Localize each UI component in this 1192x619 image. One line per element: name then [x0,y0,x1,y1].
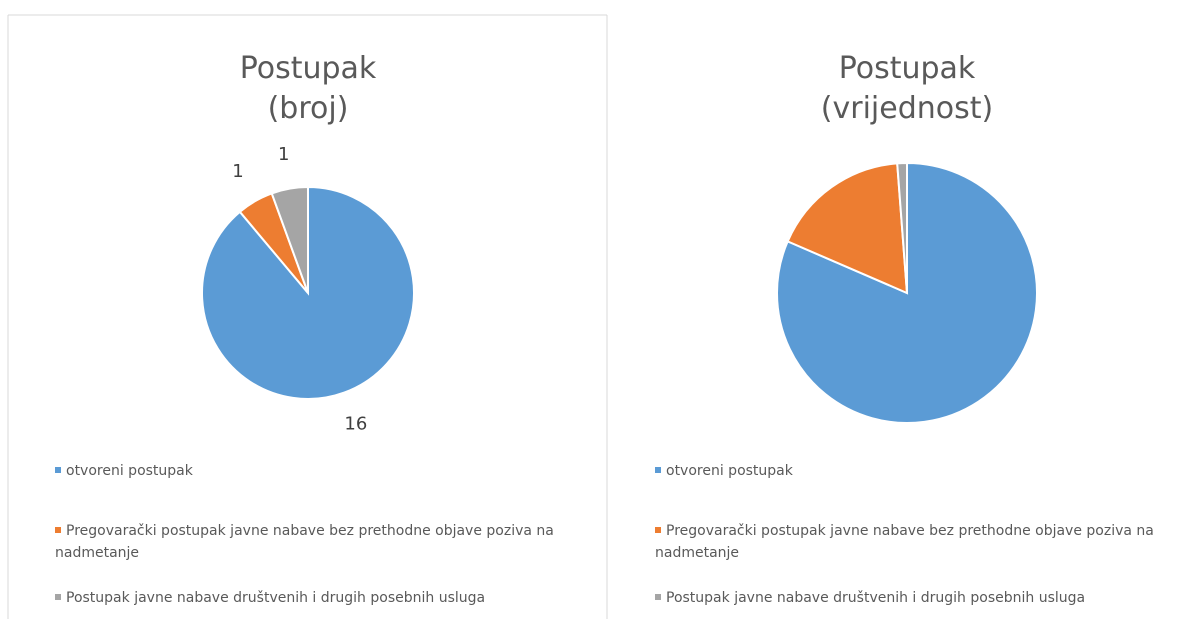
legend-label: otvoreni postupak [666,463,793,479]
legend-label: Pregovarački postupak javne nabave bez p… [55,523,554,561]
data-label: 1 [232,161,243,182]
legend-label: Postupak javne nabave društvenih i drugi… [66,590,486,606]
legend-swatch [655,527,661,533]
legend-item: Postupak javne nabave društvenih i drugi… [55,587,575,609]
legend-label: otvoreni postupak [66,463,193,479]
legend-item: Pregovarački postupak javne nabave bez p… [55,520,575,564]
legend-item: otvoreni postupak [55,460,575,482]
legend-item: Postupak javne nabave društvenih i drugi… [655,587,1175,609]
chart-title: (vrijednost) [821,91,993,126]
chart-title: Postupak [240,51,377,86]
pie-slice [270,185,309,294]
data-label: 16 [344,414,367,435]
legend-item: otvoreni postupak [655,460,1175,482]
legend-swatch [55,594,61,600]
legend-swatch [55,467,61,473]
legend-label: Pregovarački postupak javne nabave bez p… [655,523,1154,561]
pie-slice [896,161,908,294]
legend-swatch [655,467,661,473]
data-label: 1 [278,144,289,165]
legend-swatch [55,527,61,533]
pie-slice [201,185,415,400]
legend-swatch [655,594,661,600]
pie-slice [786,162,909,295]
legend-item: Pregovarački postupak javne nabave bez p… [655,520,1175,564]
chart-title: (broj) [268,91,349,126]
legend-label: Postupak javne nabave društvenih i drugi… [666,590,1086,606]
chart-title: Postupak [839,51,976,86]
